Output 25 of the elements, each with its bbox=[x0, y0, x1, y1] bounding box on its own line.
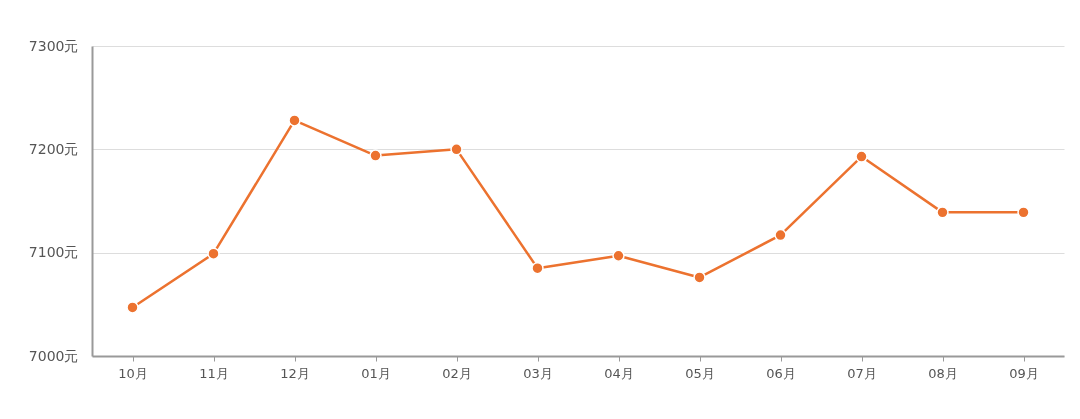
y-tick-label: 7300元 bbox=[28, 37, 79, 54]
x-tick-label: 08月 bbox=[928, 365, 958, 381]
point bbox=[855, 150, 868, 163]
point bbox=[288, 114, 301, 127]
x-tick-label: 09月 bbox=[1009, 365, 1039, 381]
point bbox=[693, 271, 706, 284]
point bbox=[450, 143, 463, 156]
x-tick-label: 02月 bbox=[442, 365, 472, 381]
x-tick-label: 10月 bbox=[118, 365, 148, 381]
y-tick-label: 7000元 bbox=[28, 347, 79, 364]
x-tick-label: 05月 bbox=[685, 365, 715, 381]
point bbox=[369, 149, 382, 162]
point bbox=[207, 247, 220, 260]
point bbox=[126, 301, 139, 314]
x-tick-label: 01月 bbox=[361, 365, 391, 381]
x-tick-label: 06月 bbox=[766, 365, 796, 381]
point bbox=[774, 228, 787, 242]
point bbox=[531, 261, 544, 275]
x-tick-label: 12月 bbox=[280, 365, 310, 381]
x-tick-label: 11月 bbox=[199, 365, 229, 381]
y-tick-label: 7100元 bbox=[28, 244, 79, 261]
x-tick-label: 03月 bbox=[523, 365, 553, 381]
y-tick-label: 7200元 bbox=[28, 140, 79, 157]
x-tick-label: 07月 bbox=[847, 365, 877, 381]
x-tick-label: 04月 bbox=[604, 365, 634, 381]
